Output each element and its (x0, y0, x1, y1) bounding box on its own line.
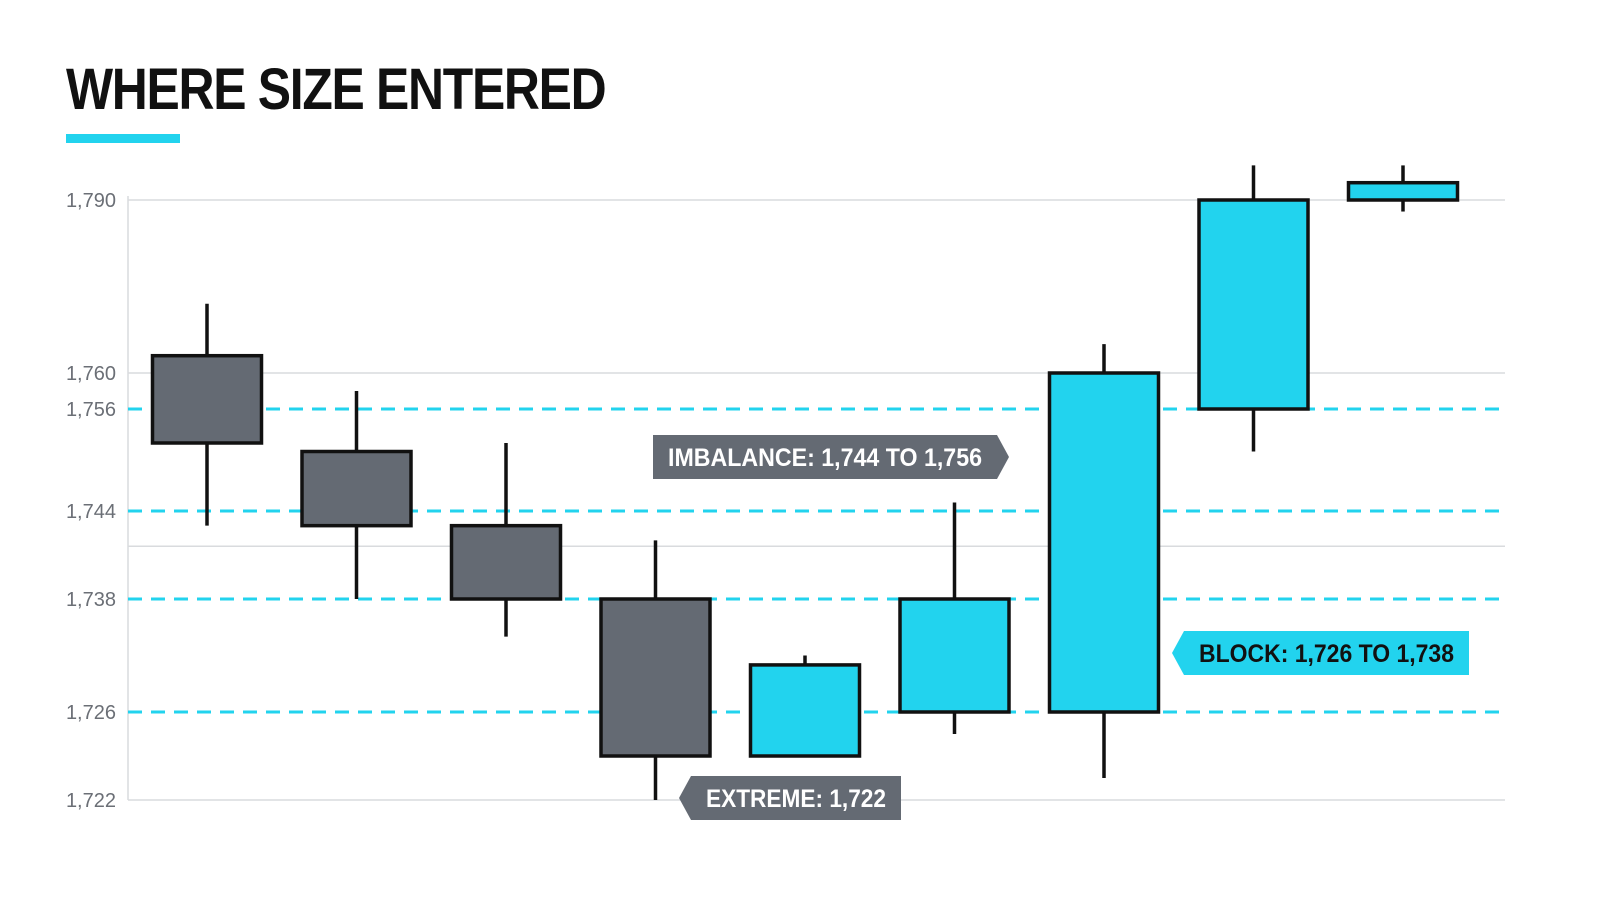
annotation-box (653, 435, 1009, 479)
candle-body (898, 597, 1011, 714)
y-tick-label: 1,790 (66, 190, 116, 212)
candle-body (1197, 198, 1310, 411)
candle-9 (1346, 165, 1460, 212)
y-tick-label: 1,726 (66, 702, 116, 724)
annotation-imbalance: IMBALANCE: 1,744 TO 1,756 (653, 435, 1009, 479)
annotation-text: BLOCK: 1,726 TO 1,738 (1199, 640, 1454, 668)
annotation-box (1172, 631, 1469, 675)
annotation-text: EXTREME: 1,722 (706, 785, 886, 813)
candle-body (599, 597, 712, 758)
candles (150, 165, 1460, 800)
candle-body (150, 353, 264, 445)
candle-7 (1047, 344, 1161, 778)
y-tick-label: 1,738 (66, 589, 116, 611)
y-tick-label: 1,756 (66, 399, 116, 421)
candle-body (748, 663, 862, 758)
y-axis-ticks: 1,722 1,726 1,738 1,744 1,756 1,760 1,790 (66, 190, 116, 812)
title-underline (66, 134, 180, 143)
candle-body (1346, 180, 1460, 202)
annotation-box (679, 776, 901, 820)
annotation-extreme: EXTREME: 1,722 (679, 776, 901, 820)
candle-body (300, 449, 413, 528)
y-tick-label: 1,722 (66, 790, 116, 812)
y-tick-label: 1,744 (66, 501, 116, 523)
annotations: IMBALANCE: 1,744 TO 1,756 BLOCK: 1,726 TO… (653, 435, 1469, 820)
y-tick-label: 1,760 (66, 363, 116, 385)
candle-1 (150, 303, 264, 526)
annotation-text: IMBALANCE: 1,744 TO 1,756 (668, 444, 982, 472)
candle-body (449, 523, 563, 601)
candle-body (1047, 371, 1161, 714)
candle-8 (1197, 165, 1310, 452)
chart-title: WHERE SIZE ENTERED (66, 57, 607, 122)
candle-4 (599, 540, 712, 800)
candle-6 (898, 502, 1011, 734)
candle-3 (449, 443, 563, 637)
annotation-block: BLOCK: 1,726 TO 1,738 (1172, 631, 1469, 675)
candle-5 (748, 655, 862, 758)
candle-2 (300, 391, 413, 599)
